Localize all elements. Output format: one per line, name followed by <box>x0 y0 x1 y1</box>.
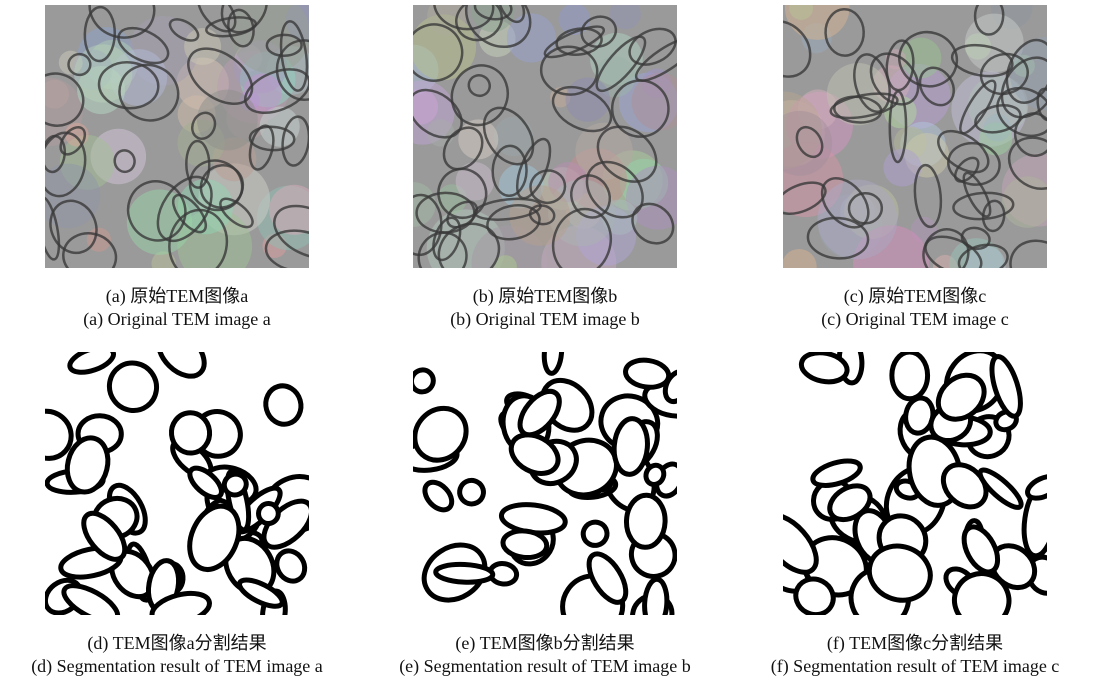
figure-panel: (a) 原始TEM图像a(a) Original TEM image a <box>0 5 357 331</box>
caption-english: (a) Original TEM image a <box>0 308 357 331</box>
caption-english: (b) Original TEM image b <box>365 308 725 331</box>
segmentation-image <box>783 352 1047 615</box>
tem-image <box>413 5 677 268</box>
tem-image <box>783 5 1047 268</box>
figure-panel: (d) TEM图像a分割结果(d) Segmentation result of… <box>0 352 357 678</box>
figure: (a) 原始TEM图像a(a) Original TEM image a(b) … <box>0 0 1098 684</box>
figure-panel: (f) TEM图像c分割结果(f) Segmentation result of… <box>735 352 1095 678</box>
caption-chinese: (f) TEM图像c分割结果 <box>735 632 1095 655</box>
caption-chinese: (e) TEM图像b分割结果 <box>365 632 725 655</box>
caption-english: (e) Segmentation result of TEM image b <box>365 655 725 678</box>
caption-chinese: (a) 原始TEM图像a <box>0 285 357 308</box>
caption-english: (f) Segmentation result of TEM image c <box>735 655 1095 678</box>
segmentation-image <box>413 352 677 615</box>
figure-panel: (e) TEM图像b分割结果(e) Segmentation result of… <box>365 352 725 678</box>
caption-english: (c) Original TEM image c <box>735 308 1095 331</box>
caption-chinese: (d) TEM图像a分割结果 <box>0 632 357 655</box>
figure-panel: (c) 原始TEM图像c(c) Original TEM image c <box>735 5 1095 331</box>
segmentation-image <box>45 352 309 615</box>
caption-chinese: (b) 原始TEM图像b <box>365 285 725 308</box>
caption-chinese: (c) 原始TEM图像c <box>735 285 1095 308</box>
caption-english: (d) Segmentation result of TEM image a <box>0 655 357 678</box>
tem-image <box>45 5 309 268</box>
figure-panel: (b) 原始TEM图像b(b) Original TEM image b <box>365 5 725 331</box>
